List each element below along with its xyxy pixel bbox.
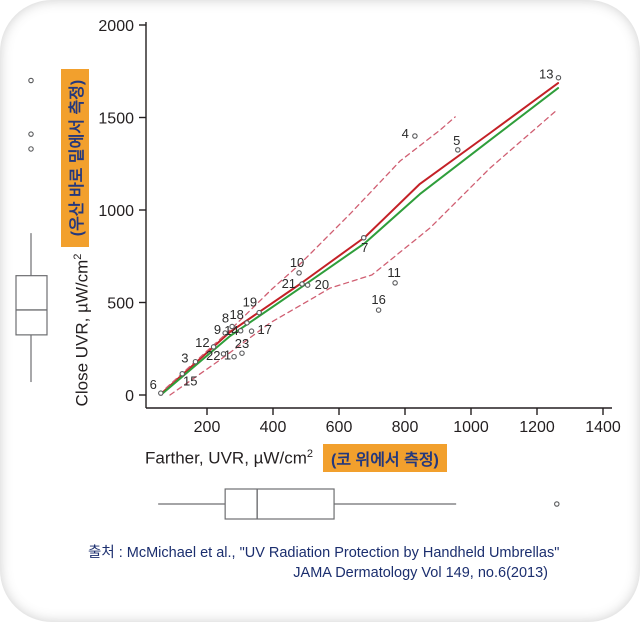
ci-upper-dashed	[165, 116, 456, 389]
y-axis-highlight-label: (우산 바로 밑에서 측정)	[61, 69, 89, 247]
data-point-6	[158, 390, 164, 396]
boxplot-close-uvr	[15, 77, 48, 383]
point-label-23: 23	[235, 336, 249, 351]
point-label-11: 11	[387, 265, 401, 280]
ci-lower-dashed	[169, 109, 558, 396]
point-label-12: 12	[195, 335, 209, 350]
citation-line-1: 출처 : McMichael et al., "UV Radiation Pro…	[88, 545, 560, 561]
x-axis-title-row: Farther, UVR, µW/cm2 (코 위에서 측정)	[145, 444, 447, 472]
data-point-16	[375, 307, 382, 313]
point-label-17: 17	[258, 322, 272, 337]
x-axis-highlight-label: (코 위에서 측정)	[323, 444, 447, 472]
y-axis: 0 500 1000 1500 2000	[98, 18, 147, 408]
data-point-8	[229, 323, 235, 330]
source-citation: 출처 : McMichael et al., "UV Radiation Pro…	[88, 543, 560, 583]
point-label-19: 19	[243, 295, 257, 310]
svg-text:400: 400	[260, 419, 287, 436]
smooth-fit-green	[162, 87, 560, 394]
point-label-18: 18	[229, 307, 243, 322]
svg-text:1400: 1400	[585, 419, 621, 436]
y-axis-unit-sup: 2	[71, 253, 84, 260]
x-axis-unit-sup: 2	[306, 447, 313, 460]
data-point-3	[192, 358, 199, 365]
svg-text:1000: 1000	[98, 203, 134, 220]
point-label-21: 21	[282, 276, 296, 291]
data-point-17	[248, 328, 255, 334]
data-point-15	[179, 370, 186, 377]
y-axis-highlight-text: (우산 바로 밑에서 측정)	[69, 79, 86, 237]
data-point-22	[220, 351, 227, 357]
point-label-14: 14	[224, 323, 238, 338]
svg-text:1500: 1500	[98, 111, 134, 128]
boxplot-farther-uvr	[158, 488, 560, 520]
x-axis: 200 400 600 800 1000 1200 1400	[146, 407, 621, 436]
point-label-16: 16	[371, 292, 385, 307]
point-label-20: 20	[315, 277, 329, 292]
x-axis-title-text: Farther, UVR, µW/cm2	[145, 447, 313, 468]
point-label-6: 6	[150, 377, 157, 392]
data-point-13	[555, 74, 562, 81]
data-point-5	[455, 147, 461, 153]
data-point-14	[237, 328, 244, 334]
point-label-3: 3	[181, 351, 188, 366]
svg-text:800: 800	[392, 419, 419, 436]
y-axis-title: Close UVR, µW/cm2	[70, 250, 94, 410]
linear-fit-red	[162, 82, 560, 393]
svg-text:0: 0	[125, 388, 134, 405]
svg-text:200: 200	[194, 419, 221, 436]
data-point-10	[296, 270, 302, 276]
svg-text:1000: 1000	[453, 419, 489, 436]
svg-text:500: 500	[107, 296, 134, 313]
svg-text:2000: 2000	[98, 18, 134, 35]
point-label-7: 7	[361, 240, 368, 255]
data-point-4	[412, 133, 418, 139]
data-point-1	[231, 353, 237, 360]
point-label-10: 10	[290, 255, 304, 270]
data-point-21	[299, 281, 305, 287]
data-point-9	[222, 330, 228, 336]
point-label-4: 4	[402, 126, 409, 141]
y-axis-title-text: Close UVR, µW/cm2	[71, 253, 92, 407]
data-point-23	[239, 350, 245, 356]
point-label-15: 15	[183, 374, 197, 389]
svg-text:1200: 1200	[519, 419, 555, 436]
data-point-7	[360, 235, 367, 241]
point-label-1: 1	[224, 348, 231, 363]
citation-line-2: JAMA Dermatology Vol 149, no.6(2013)	[293, 565, 548, 581]
data-point-19	[256, 309, 262, 316]
svg-text:600: 600	[326, 419, 353, 436]
point-label-5: 5	[453, 133, 460, 148]
point-label-9: 9	[214, 322, 221, 337]
point-label-8: 8	[222, 311, 229, 326]
data-point-20	[304, 282, 311, 288]
data-point-18	[244, 320, 250, 326]
data-point-11	[392, 280, 398, 286]
data-point-12	[210, 344, 217, 350]
point-label-13: 13	[539, 67, 553, 82]
point-label-22: 22	[206, 348, 220, 363]
